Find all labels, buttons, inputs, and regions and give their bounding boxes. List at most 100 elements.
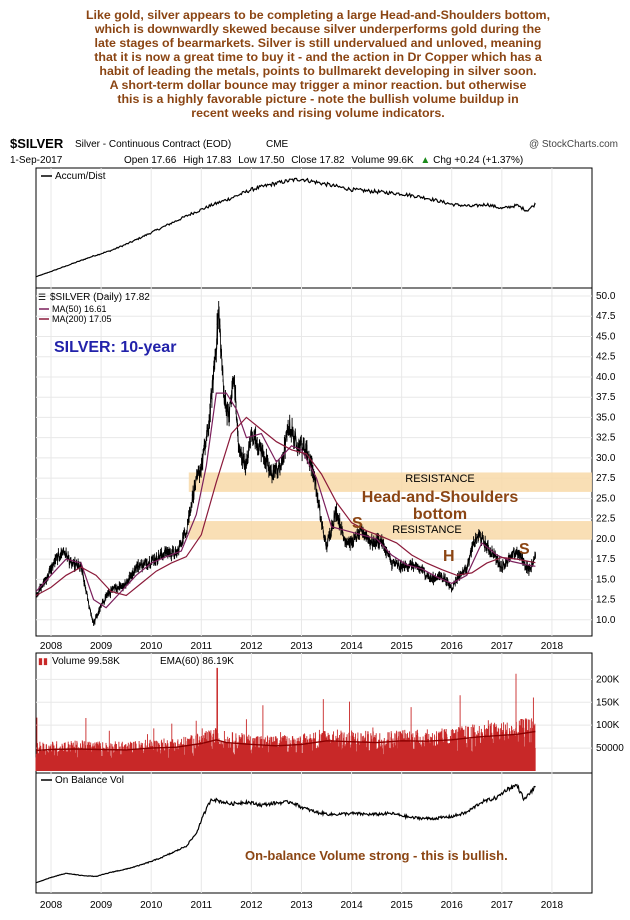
commentary-line: late stages of bearmarkets. Silver is st… [95, 36, 542, 50]
axis-labels: 2008 2008 2009 2009 2010 2010 2011 2011 2012 2012… [40, 291, 624, 911]
ad-legend: Accum/Dist [55, 171, 106, 182]
resistance-band [188, 521, 592, 540]
price-tick-label: 45.0 [596, 331, 616, 342]
price-tick-label: 50.0 [596, 291, 616, 302]
price-tick-label: 25.0 [596, 493, 616, 504]
obv-line [35, 783, 536, 884]
volume-tick-label: 100K [596, 720, 620, 731]
right-shoulder-label: S [519, 541, 530, 558]
ema60-line [35, 730, 536, 752]
low-value: 17.50 [259, 155, 284, 166]
volume-bars-path [35, 667, 536, 771]
x-tick-label: 2010 [140, 641, 163, 652]
commentary: Like gold, silver appears to be completi… [86, 8, 550, 120]
price-panel-frame [35, 287, 593, 637]
x-tick-label: 2017 [491, 900, 514, 911]
date-label: 1-Sep-2017 [10, 155, 63, 166]
resistance-upper-label: RESISTANCE [405, 473, 474, 485]
price-tick-label: 27.5 [596, 473, 616, 484]
x-tick-label: 2017 [491, 641, 514, 652]
chg-label: Chg [433, 155, 451, 166]
chg-value: +0.24 (+1.37%) [454, 155, 523, 166]
volume-bars [35, 667, 536, 771]
ohlc-line: Open 17.66 High 17.83 Low 17.50 Close 17… [124, 155, 523, 166]
high-label: High [183, 155, 204, 166]
ma200-line [35, 416, 536, 597]
exchange-label: CME [266, 139, 289, 150]
price-tick-label: 47.5 [596, 311, 616, 322]
x-tick-label: 2012 [240, 641, 263, 652]
chg-arrow-icon: ▲ [420, 155, 430, 166]
ma200-legend: MA(200) 17.05 [52, 314, 112, 324]
commentary-line: habit of leading the metals, points to b… [99, 64, 536, 78]
series-lines [35, 177, 536, 884]
commentary-line: A short-term dollar bounce may trigger a… [110, 78, 527, 92]
price-tick-label: 32.5 [596, 433, 616, 444]
x-tick-label: 2012 [240, 900, 263, 911]
price-title: $SILVER (Daily) 17.82 [50, 292, 150, 303]
price-tick-label: 30.0 [596, 453, 616, 464]
x-tick-label: 2013 [290, 641, 313, 652]
open-label: Open [124, 155, 148, 166]
x-tick-label: 2011 [191, 900, 213, 911]
ad-panel-frame [35, 167, 593, 289]
left-shoulder-label: S [352, 515, 363, 532]
price-tick-label: 40.0 [596, 372, 616, 383]
volume-label: Volume [351, 155, 385, 166]
x-tick-label: 2014 [340, 641, 363, 652]
x-tick-label: 2018 [541, 641, 564, 652]
x-tick-label: 2009 [90, 641, 113, 652]
contract-name: Silver - Continuous Contract (EOD) [75, 139, 231, 150]
x-tick-label: 2016 [441, 641, 464, 652]
high-value: 17.83 [206, 155, 231, 166]
resistance-band [188, 472, 592, 492]
x-tick-label: 2016 [441, 900, 464, 911]
x-tick-label: 2014 [340, 900, 363, 911]
x-tick-label: 2018 [541, 900, 564, 911]
x-tick-label: 2013 [290, 900, 313, 911]
price-tick-label: 15.0 [596, 574, 616, 585]
ema-legend: EMA(60) 86.19K [160, 656, 234, 667]
ma50-legend: MA(50) 16.61 [52, 304, 107, 314]
price-tick-label: 20.0 [596, 534, 616, 545]
volume-tick-label: 150K [596, 697, 620, 708]
commentary-line: recent weeks and rising volume indicator… [191, 106, 444, 120]
close-label: Close [291, 155, 317, 166]
price-tick-label: 12.5 [596, 595, 616, 606]
resistance-lower-label: RESISTANCE [392, 524, 461, 536]
obv-annotation: On-balance Volume strong - this is bulli… [245, 848, 508, 863]
close-value: 17.82 [320, 155, 345, 166]
commentary-line: Like gold, silver appears to be completi… [86, 8, 550, 22]
volume-tick-label: 50000 [596, 743, 624, 754]
x-tick-label: 2010 [140, 900, 163, 911]
ma50-line [35, 392, 536, 609]
x-tick-label: 2015 [391, 641, 414, 652]
x-tick-label: 2009 [90, 900, 113, 911]
x-tick-label: 2011 [191, 641, 213, 652]
low-label: Low [238, 155, 257, 166]
price-tick-label: 22.5 [596, 514, 616, 525]
hs-title-1: Head-and-Shoulders [362, 489, 519, 506]
x-tick-label: 2008 [40, 900, 63, 911]
commentary-line: this is a highly favorable picture - not… [117, 92, 518, 106]
copyright-label: @ StockCharts.com [529, 139, 618, 150]
volume-legend: Volume 99.58K [52, 656, 120, 667]
volume-value: 99.6K [388, 155, 414, 166]
commentary-line: which is downwardly skewed because silve… [94, 22, 541, 36]
accum-dist-line [35, 177, 536, 278]
price-tick-label: 37.5 [596, 392, 616, 403]
volume-tick-label: 200K [596, 674, 620, 685]
x-tick-label: 2015 [391, 900, 414, 911]
price-tick-label: 42.5 [596, 352, 616, 363]
head-label: H [443, 548, 455, 565]
symbol-label: $SILVER [10, 136, 64, 151]
price-tick-label: 17.5 [596, 554, 616, 565]
price-tick-label: 10.0 [596, 615, 616, 626]
price-line [35, 309, 536, 626]
hs-title-2: bottom [413, 506, 467, 523]
x-tick-label: 2008 [40, 641, 63, 652]
open-value: 17.66 [151, 155, 176, 166]
chart-header: $SILVER Silver - Continuous Contract (EO… [10, 136, 618, 166]
resistance-bands [188, 472, 592, 540]
